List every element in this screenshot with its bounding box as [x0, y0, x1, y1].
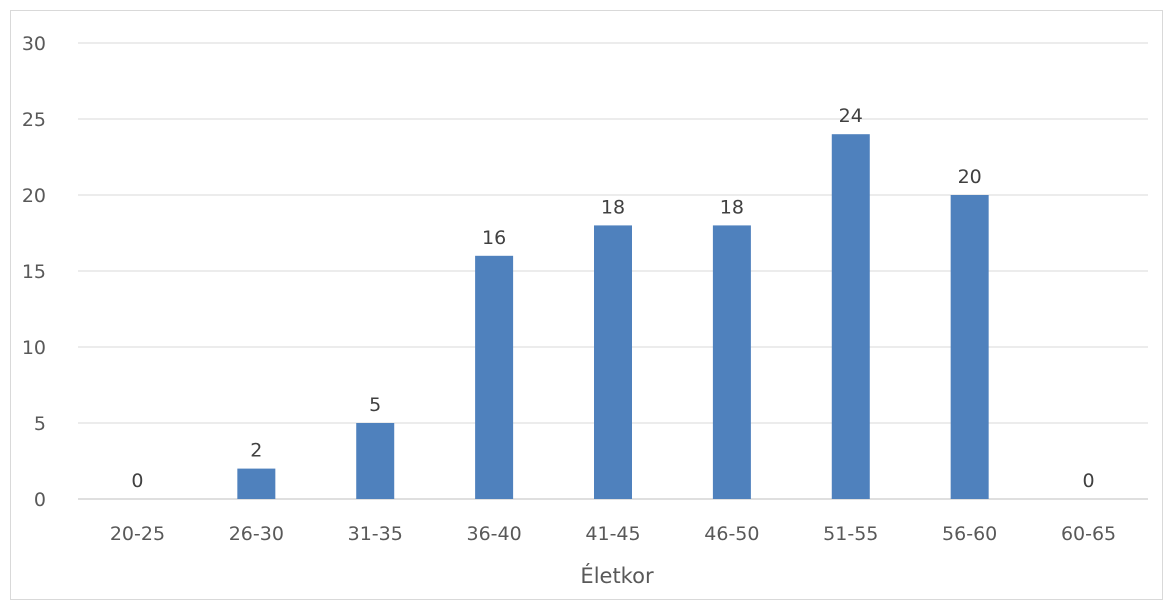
x-tick-label: 36-40	[467, 523, 522, 545]
bar	[594, 225, 632, 499]
data-label: 18	[720, 196, 744, 218]
bars	[237, 134, 989, 499]
x-axis-title: Életkor	[580, 563, 654, 588]
bar	[950, 195, 989, 499]
data-label: 16	[482, 227, 506, 249]
data-label: 0	[1083, 470, 1095, 492]
x-tick-label: 31-35	[348, 523, 403, 545]
y-tick-label: 15	[22, 261, 46, 283]
y-tick-label: 25	[22, 109, 46, 131]
data-label: 2	[250, 440, 262, 462]
y-tick-label: 10	[22, 337, 46, 359]
x-tick-label: 41-45	[585, 523, 640, 545]
data-label: 20	[958, 166, 982, 188]
data-label: 18	[601, 196, 625, 218]
bar	[237, 468, 276, 499]
y-tick-labels: 0 5 10 15 20 25 30	[22, 33, 46, 511]
y-tick-label: 0	[34, 489, 46, 511]
bar	[475, 255, 514, 499]
x-tick-label: 56-60	[942, 523, 997, 545]
y-tick-label: 5	[34, 413, 46, 435]
y-tick-label: 30	[22, 33, 46, 55]
x-tick-label: 60-65	[1061, 523, 1116, 545]
data-label: 5	[369, 394, 381, 416]
y-tick-label: 20	[22, 185, 46, 207]
bar	[831, 134, 870, 499]
data-label: 24	[839, 105, 863, 127]
bar	[356, 423, 395, 499]
x-tick-labels: 20-25 26-30 31-35 36-40 41-45 46-50 51-55 56-60…	[110, 523, 1116, 545]
data-labels: 0 2 5 16 18 18 24 20 0	[131, 105, 1094, 492]
data-label: 0	[131, 470, 143, 492]
x-tick-label: 20-25	[110, 523, 165, 545]
bar	[712, 225, 751, 499]
x-tick-label: 26-30	[229, 523, 284, 545]
x-tick-label: 51-55	[823, 523, 878, 545]
x-tick-label: 46-50	[704, 523, 759, 545]
